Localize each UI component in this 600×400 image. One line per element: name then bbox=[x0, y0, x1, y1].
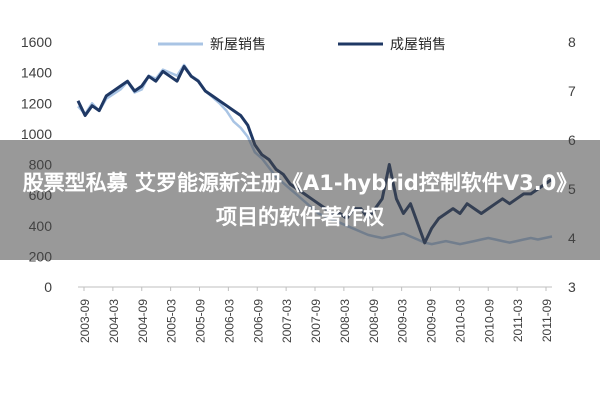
x-tick-label: 2007-09 bbox=[309, 299, 323, 343]
x-tick-label: 2004-09 bbox=[136, 299, 150, 343]
legend-label: 成屋销售 bbox=[390, 37, 446, 53]
x-tick-label: 2005-09 bbox=[194, 299, 208, 343]
x-tick-label: 2004-03 bbox=[107, 299, 121, 343]
x-tick-label: 2007-03 bbox=[280, 299, 294, 343]
x-tick-label: 2003-09 bbox=[78, 299, 92, 343]
y2-tick-label: 3 bbox=[568, 279, 576, 295]
x-tick-label: 2006-09 bbox=[251, 299, 265, 343]
headline-text: 股票型私募 艾罗能源新注册《A1-hybrid控制软件V3.0》项目的软件著作权 bbox=[22, 171, 578, 229]
x-tick-label: 2011-03 bbox=[511, 299, 525, 342]
legend-label: 新屋销售 bbox=[210, 37, 266, 53]
x-tick-label: 2009-03 bbox=[396, 299, 410, 343]
headline-overlay: 股票型私募 艾罗能源新注册《A1-hybrid控制软件V3.0》项目的软件著作权 bbox=[0, 140, 600, 260]
x-tick-label: 2006-03 bbox=[222, 299, 236, 343]
y2-tick-label: 8 bbox=[568, 34, 576, 50]
x-tick-label: 2005-03 bbox=[165, 299, 179, 343]
y-tick-label: 1200 bbox=[21, 95, 52, 111]
x-tick-label: 2008-03 bbox=[338, 299, 352, 343]
x-tick-label: 2011-09 bbox=[540, 299, 554, 342]
y-tick-label: 1600 bbox=[21, 34, 52, 50]
x-tick-label: 2010-03 bbox=[453, 299, 467, 343]
y-tick-label: 0 bbox=[44, 279, 52, 295]
y-tick-label: 1000 bbox=[21, 126, 52, 142]
x-tick-label: 2008-09 bbox=[367, 299, 381, 343]
x-tick-label: 2009-09 bbox=[425, 299, 439, 343]
y2-tick-label: 7 bbox=[568, 83, 576, 99]
y-tick-label: 1400 bbox=[21, 65, 52, 81]
x-tick-label: 2010-09 bbox=[482, 299, 496, 343]
